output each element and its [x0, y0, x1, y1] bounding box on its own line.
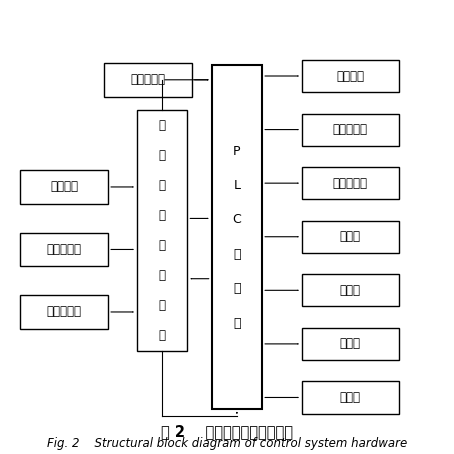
Text: 按钮、开关: 按钮、开关	[130, 73, 165, 86]
Text: 温: 温	[158, 118, 166, 132]
Text: C: C	[232, 213, 241, 227]
Bar	[302, 114, 399, 146]
Text: Fig. 2    Structural block diagram of control system hardware: Fig. 2 Structural block diagram of contr…	[47, 437, 407, 450]
Bar	[302, 167, 399, 199]
Text: L: L	[233, 179, 241, 192]
Text: 制冷压缩机: 制冷压缩机	[333, 123, 368, 136]
Text: 照明灯: 照明灯	[340, 284, 361, 297]
Bar	[212, 65, 262, 409]
Text: 电磁阀: 电磁阀	[340, 230, 361, 243]
Bar	[137, 110, 188, 351]
Bar	[302, 381, 399, 414]
Text: 温度传感器: 温度传感器	[47, 243, 82, 256]
Text: 报警器: 报警器	[340, 337, 361, 350]
Text: 程: 程	[158, 209, 166, 222]
Text: 控: 控	[233, 248, 241, 261]
Bar	[302, 221, 399, 253]
Text: 序: 序	[158, 239, 166, 252]
Text: 度: 度	[158, 179, 166, 192]
Text: 湿度传感器: 湿度传感器	[47, 306, 82, 318]
Text: 报警信号: 报警信号	[50, 180, 78, 193]
Text: 控: 控	[158, 269, 166, 282]
Text: 图 2    控制系统硬件结构框图: 图 2 控制系统硬件结构框图	[161, 424, 293, 439]
Bar	[20, 233, 108, 266]
Bar	[302, 60, 399, 92]
Text: 加热器: 加热器	[340, 391, 361, 404]
Text: 湿: 湿	[158, 148, 166, 162]
Bar	[302, 328, 399, 360]
Bar	[104, 63, 192, 97]
Text: 制: 制	[158, 299, 166, 312]
Bar	[302, 274, 399, 306]
Text: 器: 器	[158, 330, 166, 342]
Bar	[20, 295, 108, 329]
Text: P: P	[233, 145, 241, 158]
Text: 除湿压缩机: 除湿压缩机	[333, 177, 368, 190]
Text: 循环风机: 循环风机	[336, 69, 364, 83]
Text: 制: 制	[233, 282, 241, 295]
Text: 器: 器	[233, 316, 241, 330]
Bar	[20, 170, 108, 204]
